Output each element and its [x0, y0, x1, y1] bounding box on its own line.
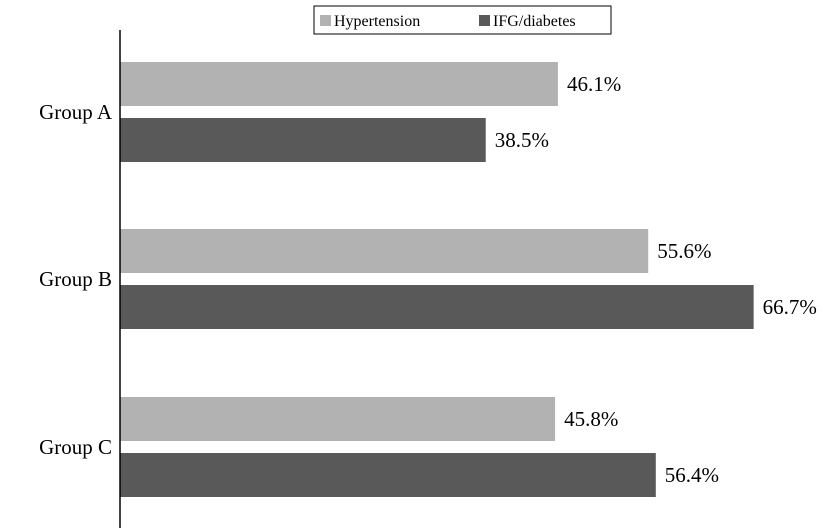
- value-labels: 46.1% 38.5% 55.6% 66.7% 45.8% 56.4%: [495, 72, 817, 487]
- legend-label-hypertension: Hypertension: [334, 13, 420, 30]
- value-label-group-b-hypertension: 55.6%: [657, 239, 711, 263]
- value-label-group-a-ifg-diabetes: 38.5%: [495, 128, 549, 152]
- legend-label-ifg-diabetes: IFG/diabetes: [493, 13, 576, 30]
- category-label-group-c: Group C: [39, 435, 112, 459]
- bar-group-b-ifg-diabetes: [120, 285, 754, 329]
- bar-group-c-ifg-diabetes: [120, 453, 656, 497]
- legend: Hypertension IFG/diabetes: [313, 5, 612, 35]
- category-labels: Group A Group B Group C: [39, 100, 113, 459]
- legend-box: [313, 5, 612, 35]
- bar-group-a-hypertension: [120, 62, 558, 106]
- bar-group-b-hypertension: [120, 229, 649, 273]
- value-label-group-a-hypertension: 46.1%: [567, 72, 621, 96]
- bar-group-c-hypertension: [120, 397, 556, 441]
- bar-group-a-ifg-diabetes: [120, 118, 486, 162]
- category-label-group-a: Group A: [39, 100, 113, 124]
- category-label-group-b: Group B: [39, 267, 112, 291]
- legend-swatch-ifg-diabetes: [479, 15, 490, 26]
- value-label-group-b-ifg-diabetes: 66.7%: [763, 295, 817, 319]
- value-label-group-c-ifg-diabetes: 56.4%: [665, 463, 719, 487]
- legend-swatch-hypertension: [320, 15, 331, 26]
- value-label-group-c-hypertension: 45.8%: [564, 407, 618, 431]
- bars: [120, 62, 754, 497]
